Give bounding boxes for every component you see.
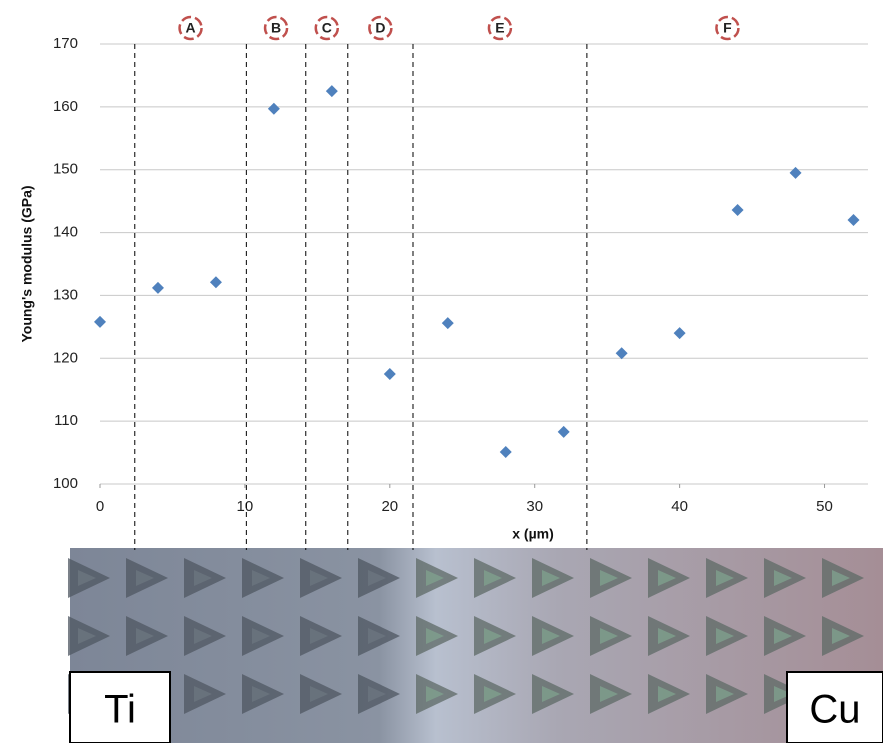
point [557,425,570,438]
region-marker [263,15,289,41]
indent-face [716,570,734,586]
y-tick-label: 160 [53,98,78,115]
indent-face [658,570,676,586]
y-tick-label: 100 [53,475,78,492]
indent-face [426,570,444,586]
indent-face [658,686,676,702]
x-axis-title: x (µm) [512,526,554,542]
indent-face [136,570,154,586]
indent-face [484,570,502,586]
indent-face [194,686,212,702]
region-label: B [271,20,281,36]
indent-face [832,628,850,644]
indent-face [310,686,328,702]
indent-face [368,628,386,644]
region-label: D [375,20,385,36]
indent-face [600,570,618,586]
region-label: F [723,20,732,36]
y-tick-label: 110 [54,412,78,429]
indent-face [426,628,444,644]
photo-label: Cu [809,688,860,732]
indent-face [774,686,792,702]
label-box [786,671,883,743]
x-tick-label: 20 [381,498,398,515]
y-tick-label: 150 [53,161,78,178]
x-tick-label: 50 [816,498,833,515]
y-tick-label: 140 [53,224,78,241]
label-box [69,671,171,743]
indent-face [194,628,212,644]
y-tick-label: 170 [53,35,78,52]
indent-face [716,628,734,644]
indent-face [368,686,386,702]
indent-face [368,570,386,586]
indent-face [310,570,328,586]
point [847,214,860,226]
indent-face [136,628,154,644]
indent-face [600,686,618,702]
point [731,203,744,216]
x-tick-label: 40 [671,498,688,515]
point [267,102,280,115]
point [615,347,628,360]
region-marker [314,15,340,41]
indent-face [774,628,792,644]
indent-face [252,686,270,702]
indent-face [542,570,560,586]
point [383,368,396,380]
region-marker [368,15,393,41]
x-tick-label: 10 [237,498,254,515]
indent-face [252,570,270,586]
indent-face [542,686,560,702]
region-marker [178,15,203,41]
indent-face [484,628,502,644]
point [789,166,802,179]
region-label: A [186,20,196,36]
indent-face [832,570,850,586]
point [94,315,106,328]
point [209,276,222,289]
indent-face [716,686,734,702]
y-axis-title: Young's modulus (GPa) [19,185,35,342]
indent-face [194,570,212,586]
region-marker [487,15,513,41]
point [151,281,164,294]
indent-face [774,570,792,586]
y-tick-label: 130 [53,286,78,303]
x-tick-label: 0 [96,498,104,515]
indent-face [484,686,502,702]
x-tick-label: 30 [526,498,543,515]
indent-face [78,570,96,586]
indent-face [78,628,96,644]
photo-label: Ti [104,688,136,732]
point [325,85,338,98]
indent-face [252,628,270,644]
point [499,445,512,458]
indent-face [426,686,444,702]
indent-face [310,628,328,644]
y-tick-label: 120 [53,349,78,366]
indent-face [658,628,676,644]
indent-face [600,628,618,644]
point [441,317,454,330]
indent-face [542,628,560,644]
region-label: C [322,20,332,36]
point [673,327,686,340]
region-marker [715,15,740,41]
region-label: E [495,20,504,36]
micrograph: Ti Cu [68,548,883,743]
